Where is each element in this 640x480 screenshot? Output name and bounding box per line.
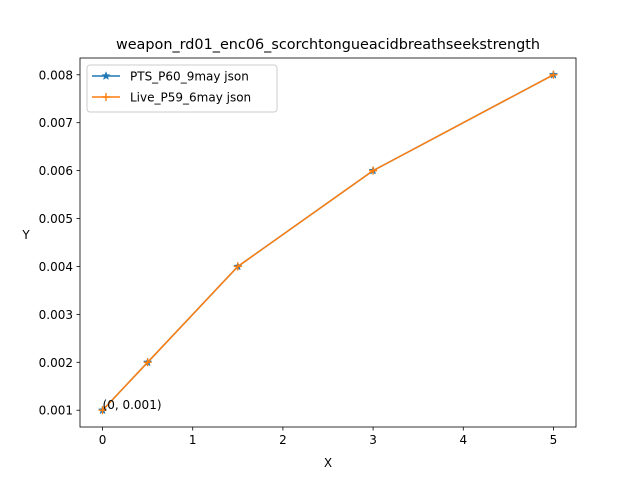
data-point: [369, 166, 378, 175]
legend-label: Live_P59_6may json: [130, 91, 251, 105]
x-axis-label: X: [324, 456, 332, 470]
y-tick-label: 0.002: [39, 356, 73, 370]
y-tick-label: 0.005: [39, 212, 73, 226]
x-tick-label: 3: [369, 433, 377, 447]
x-tick-label: 1: [189, 433, 197, 447]
point-annotation: (0, 0.001): [103, 398, 162, 412]
series-1: [97, 69, 559, 415]
x-tick-label: 4: [459, 433, 467, 447]
data-point: [98, 406, 107, 415]
legend-marker: [102, 93, 110, 101]
y-tick-label: 0.006: [39, 164, 73, 178]
y-tick-label: 0.001: [39, 404, 73, 418]
x-tick-label: 5: [550, 433, 558, 447]
plot-area: 0 1 2 3 4 5 0.001 0.002 0.003 0.004 0.005 0.006 0.00…: [39, 57, 577, 447]
series-line: [101, 73, 555, 412]
legend-label: PTS_P60_9may json: [130, 70, 249, 84]
data-point: [549, 70, 558, 79]
series-line: [101, 73, 555, 412]
chart-title: weapon_rd01_enc06_scorchtongueacidbreath…: [116, 37, 540, 53]
legend-box: [86, 64, 278, 113]
x-tick-label: 2: [279, 433, 287, 447]
y-tick-label: 0.008: [39, 68, 73, 82]
y-axis-label: Y: [21, 228, 30, 242]
data-point: [233, 262, 242, 271]
data-point: [143, 358, 152, 367]
legend: PTS_P60_9may json Live_P59_6may json: [86, 64, 278, 113]
y-tick-label: 0.003: [39, 308, 73, 322]
y-tick-label: 0.007: [39, 116, 73, 130]
plot-frame: [79, 57, 577, 428]
annotation-layer: (0, 0.001): [103, 398, 162, 412]
series-2: [98, 70, 558, 415]
legend-marker: [101, 71, 111, 80]
y-tick-label: 0.004: [39, 260, 73, 274]
series-layer: [97, 69, 559, 415]
x-tick-label: 0: [99, 433, 107, 447]
